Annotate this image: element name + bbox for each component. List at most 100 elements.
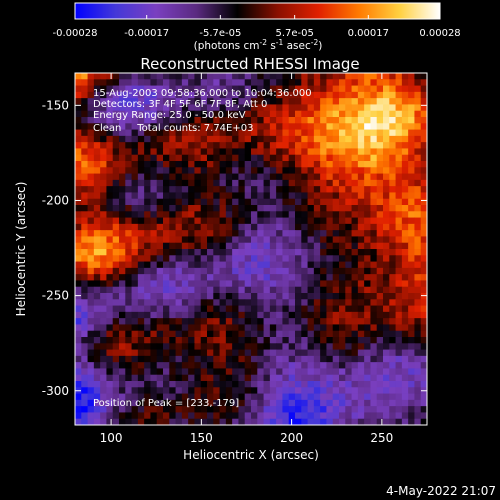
heatmap-cell	[389, 412, 396, 420]
heatmap-cell	[131, 211, 139, 218]
heatmap-cell	[238, 236, 246, 244]
heatmap-cell	[163, 154, 170, 162]
heatmap-cell	[414, 211, 422, 218]
heatmap-cell	[414, 299, 422, 306]
heatmap-cell	[414, 387, 422, 394]
heatmap-cell	[219, 135, 227, 143]
heatmap-cell	[169, 79, 176, 86]
heatmap-cell	[181, 79, 189, 86]
heatmap-cell	[383, 318, 390, 325]
heatmap-cell	[263, 343, 271, 350]
heatmap-cell	[238, 167, 246, 174]
heatmap-cell	[175, 418, 183, 426]
heatmap-cell	[219, 355, 227, 363]
heatmap-cell	[307, 418, 315, 426]
heatmap-cell	[100, 167, 107, 174]
heatmap-cell	[257, 223, 264, 231]
heatmap-cell	[131, 293, 139, 300]
heatmap-cell	[383, 79, 390, 86]
heatmap-cell	[389, 349, 396, 357]
heatmap-cell	[125, 330, 132, 338]
heatmap-cell	[357, 79, 365, 86]
heatmap-cell	[75, 299, 82, 306]
heatmap-cell	[395, 255, 403, 262]
heatmap-cell	[288, 267, 296, 275]
heatmap-cell	[213, 286, 220, 294]
heatmap-cell	[383, 198, 390, 206]
heatmap-cell	[357, 186, 365, 193]
heatmap-cell	[150, 280, 158, 288]
heatmap-cell	[119, 261, 126, 269]
heatmap-cell	[339, 343, 346, 350]
heatmap-cell	[137, 305, 145, 313]
heatmap-cell	[326, 387, 334, 394]
heatmap-cell	[150, 418, 158, 426]
heatmap-cell	[389, 381, 396, 388]
heatmap-cell	[93, 418, 101, 426]
heatmap-cell	[251, 280, 258, 288]
heatmap-cell	[263, 73, 271, 80]
heatmap-cell	[175, 374, 183, 382]
heatmap-cell	[301, 412, 308, 420]
heatmap-cell	[389, 91, 396, 99]
heatmap-cell	[150, 167, 158, 174]
heatmap-cell	[100, 198, 107, 206]
heatmap-cell	[376, 79, 384, 86]
heatmap-cell	[75, 186, 82, 193]
heatmap-cell	[106, 305, 114, 313]
heatmap-cell	[87, 374, 95, 382]
heatmap-cell	[244, 142, 252, 149]
heatmap-cell	[414, 186, 422, 193]
heatmap-cell	[144, 305, 151, 313]
heatmap-cell	[376, 91, 384, 99]
heatmap-cell	[339, 330, 346, 338]
heatmap-cell	[307, 230, 315, 237]
heatmap-cell	[112, 242, 120, 250]
heatmap-cell	[175, 242, 183, 250]
heatmap-cell	[112, 299, 120, 306]
heatmap-cell	[389, 179, 396, 187]
heatmap-cell	[93, 399, 101, 407]
heatmap-cell	[313, 318, 321, 325]
heatmap-cell	[87, 412, 95, 420]
heatmap-cell	[288, 311, 296, 319]
heatmap-cell	[257, 129, 264, 137]
heatmap-cell	[320, 349, 327, 357]
heatmap-cell	[326, 161, 334, 168]
heatmap-cell	[200, 387, 208, 394]
heatmap-cell	[156, 230, 164, 237]
heatmap-cell	[263, 381, 271, 388]
heatmap-cell	[326, 249, 334, 256]
heatmap-cell	[332, 368, 340, 376]
heatmap-cell	[100, 280, 107, 288]
heatmap-cell	[163, 324, 170, 332]
heatmap-cell	[414, 73, 422, 80]
heatmap-cell	[93, 280, 101, 288]
heatmap-cell	[238, 217, 246, 225]
heatmap-cell	[307, 393, 315, 401]
heatmap-cell	[376, 142, 384, 149]
heatmap-cell	[263, 98, 271, 105]
heatmap-cell	[332, 179, 340, 187]
heatmap-cell	[295, 324, 302, 332]
heatmap-cell	[156, 387, 164, 394]
heatmap-cell	[257, 242, 264, 250]
heatmap-cell	[269, 318, 277, 325]
heatmap-cell	[408, 110, 415, 118]
heatmap-cell	[401, 211, 409, 218]
heatmap-cell	[244, 393, 252, 401]
heatmap-cell	[232, 368, 239, 376]
heatmap-cell	[169, 173, 176, 181]
heatmap-cell	[326, 129, 334, 137]
heatmap-cell	[119, 179, 126, 187]
heatmap-cell	[251, 368, 258, 376]
heatmap-cell	[370, 286, 378, 294]
heatmap-cell	[263, 418, 271, 426]
heatmap-cell	[169, 142, 176, 149]
heatmap-cell	[288, 286, 296, 294]
heatmap-cell	[100, 91, 107, 99]
heatmap-cell	[383, 223, 390, 231]
heatmap-cell	[75, 374, 82, 382]
heatmap-cell	[194, 230, 202, 237]
heatmap-cell	[257, 349, 264, 357]
